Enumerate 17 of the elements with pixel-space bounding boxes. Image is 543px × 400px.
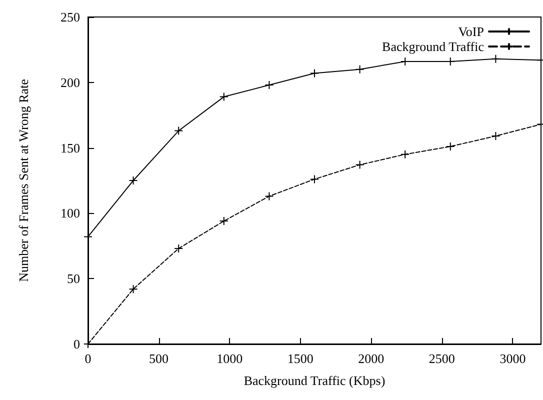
legend-label: Background Traffic	[382, 39, 484, 54]
x-axis-title: Background Traffic (Kbps)	[244, 373, 386, 388]
x-tick-label: 1500	[287, 351, 314, 366]
x-tick-label: 1000	[216, 351, 243, 366]
y-tick-label: 50	[67, 271, 80, 286]
x-tick-label: 0	[84, 351, 92, 366]
x-tick-label: 3000	[500, 351, 526, 366]
x-tick-label: 500	[149, 351, 169, 366]
y-tick-label: 0	[74, 336, 80, 352]
y-axis-title: Number of Frames Sent at Wrong Rate	[16, 78, 31, 282]
y-tick-label: 250	[60, 10, 80, 24]
y-tick-label: 100	[60, 206, 80, 221]
x-tick-label: 2000	[358, 351, 384, 366]
x-tick-label: 2500	[428, 351, 455, 366]
legend-label: VoIP	[458, 24, 484, 39]
y-tick-label: 200	[60, 74, 80, 90]
y-tick-label: 150	[60, 140, 80, 156]
